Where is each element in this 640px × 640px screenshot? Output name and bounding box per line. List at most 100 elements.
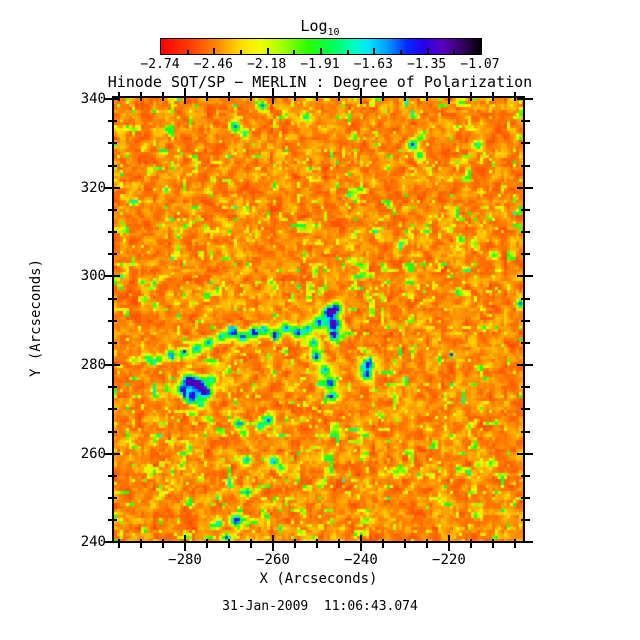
- y-axis-tick: [520, 342, 530, 344]
- colorbar-tick: [186, 50, 189, 54]
- y-tick-label: 320: [80, 179, 106, 196]
- x-axis-tick: [492, 538, 494, 548]
- colorbar-tick-label: −1.35: [407, 57, 447, 72]
- y-tick-label: 300: [80, 268, 106, 285]
- x-axis-tick: [448, 535, 450, 551]
- plot-title: Hinode SOT/SP − MERLIN : Degree of Polar…: [107, 73, 533, 91]
- colorbar-tick: [320, 48, 322, 54]
- y-axis-tick: [520, 231, 530, 233]
- x-axis-tick: [360, 535, 362, 551]
- y-axis-tick: [517, 98, 533, 100]
- x-axis-tick: [316, 91, 318, 101]
- y-tick-label: 260: [80, 445, 106, 462]
- colorbar-tick: [373, 48, 376, 54]
- x-axis-tick: [272, 535, 274, 551]
- x-axis-tick: [382, 91, 384, 101]
- y-axis-tick: [104, 453, 120, 455]
- y-axis-tick: [520, 320, 530, 322]
- y-axis-tick: [107, 342, 117, 344]
- y-axis-tick: [107, 497, 117, 499]
- y-tick-label: 340: [80, 91, 106, 107]
- colorbar-tick: [266, 48, 269, 54]
- colorbar-tick-labels: −2.74 −2.46 −2.18 −1.91 −1.63 −1.35 −1.07: [140, 57, 499, 73]
- x-axis-tick: [162, 538, 164, 548]
- x-axis-tick: [272, 88, 274, 104]
- x-tick-label: −260: [256, 552, 290, 568]
- x-axis-tick: [338, 91, 340, 101]
- y-axis-tick: [107, 253, 117, 255]
- y-axis-tick: [107, 320, 117, 322]
- y-axis-tick: [520, 519, 530, 521]
- y-axis-tick: [517, 541, 533, 543]
- y-axis-tick: [107, 431, 117, 433]
- y-axis-tick: [520, 497, 530, 499]
- colorbar-tick: [293, 50, 296, 54]
- colorbar-title: Log10: [160, 17, 480, 38]
- y-axis-tick: [107, 519, 117, 521]
- y-axis-tick: [520, 298, 530, 300]
- y-axis-tick: [520, 253, 530, 255]
- plot-frame: [112, 96, 525, 543]
- y-axis-tick: [520, 209, 530, 211]
- y-axis-tick: [517, 275, 533, 277]
- x-axis-tick: [228, 91, 230, 101]
- y-axis-tick: [107, 298, 117, 300]
- x-axis-tick: [426, 538, 428, 548]
- y-axis-tick: [107, 209, 117, 211]
- y-axis-tick: [517, 187, 533, 189]
- y-axis-tick: [107, 165, 117, 167]
- x-axis-tick: [294, 91, 296, 101]
- x-axis-tick: [360, 88, 362, 104]
- x-axis-tick: [492, 91, 494, 101]
- y-axis-tick: [517, 364, 533, 366]
- colorbar-tick-label: −2.46: [193, 57, 233, 72]
- y-axis-tick: [520, 386, 530, 388]
- y-axis-tick: [107, 120, 117, 122]
- x-axis-tick: [250, 91, 252, 101]
- colorbar-tick-label: −2.18: [247, 57, 287, 72]
- colorbar-tick: [346, 50, 349, 54]
- y-axis-tick: [107, 475, 117, 477]
- y-axis-tick: [104, 187, 120, 189]
- x-axis-tick: [426, 91, 428, 101]
- y-axis-tick: [104, 364, 120, 366]
- heatmap-image: [114, 98, 523, 541]
- x-axis-tick: [470, 538, 472, 548]
- x-axis-tick: [140, 91, 142, 101]
- x-axis-tick: [404, 91, 406, 101]
- colorbar-tick: [240, 50, 242, 54]
- colorbar-tick-label: −1.91: [300, 57, 340, 72]
- x-axis-tick: [470, 91, 472, 101]
- y-axis-tick: [517, 453, 533, 455]
- colorbar-tick-label: −1.07: [460, 57, 500, 72]
- x-axis-tick: [118, 91, 120, 101]
- x-axis-tick: [514, 538, 516, 548]
- x-axis-tick: [162, 91, 164, 101]
- x-axis-tick: [382, 538, 384, 548]
- x-axis-tick: [206, 538, 208, 548]
- y-axis-tick: [520, 431, 530, 433]
- x-axis-tick: [184, 88, 186, 104]
- x-axis-tick: [448, 88, 450, 104]
- y-axis-tick: [107, 386, 117, 388]
- y-axis-label: Y (Arcseconds): [28, 258, 44, 378]
- y-axis-tick: [107, 142, 117, 144]
- timestamp: 31-Jan-2009 11:06:43.074: [222, 599, 418, 614]
- x-axis-tick: [140, 538, 142, 548]
- y-tick-label: 280: [80, 357, 106, 373]
- x-axis-tick: [206, 91, 208, 101]
- x-axis-tick: [316, 538, 318, 548]
- y-axis-tick: [520, 408, 530, 410]
- colorbar-tick: [400, 50, 402, 54]
- x-axis-tick: [294, 538, 296, 548]
- x-axis-tick: [404, 538, 406, 548]
- x-axis-tick: [514, 91, 516, 101]
- x-tick-label: −220: [432, 552, 466, 568]
- colorbar-title-sub: 10: [327, 27, 340, 38]
- colorbar-tick: [426, 48, 429, 54]
- colorbar-title-main: Log: [300, 17, 328, 35]
- y-tick-label: 240: [80, 534, 106, 551]
- x-axis-tick: [184, 535, 186, 551]
- colorbar-tick: [213, 48, 216, 54]
- colorbar: [160, 38, 482, 55]
